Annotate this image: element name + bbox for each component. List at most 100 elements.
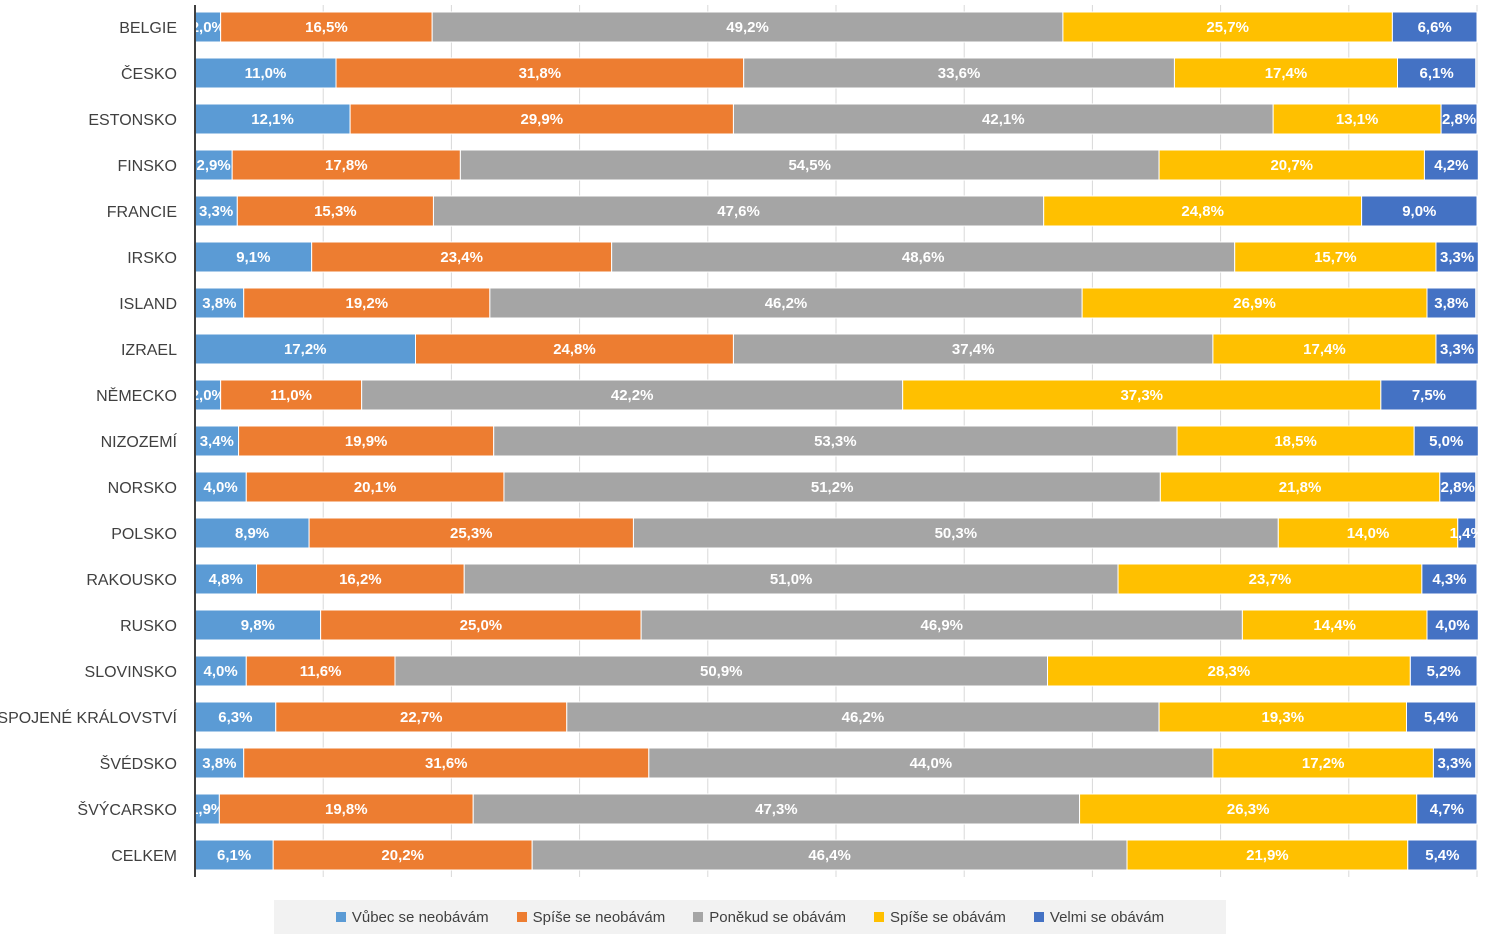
data-label: 25,3% — [450, 525, 493, 542]
bar-segment — [1440, 103, 1478, 135]
category-label: FINSKO — [117, 158, 177, 175]
data-label: 2,8% — [1442, 111, 1476, 128]
bar-segment — [194, 701, 277, 733]
data-label: 31,6% — [425, 755, 468, 772]
data-label: 42,2% — [611, 387, 654, 404]
data-label: 19,3% — [1262, 709, 1305, 726]
data-label: 23,7% — [1249, 571, 1292, 588]
legend-label: Poněkud se obávám — [709, 908, 846, 926]
bar-segment — [320, 609, 642, 641]
bar-segment — [194, 333, 417, 365]
data-label: 13,1% — [1336, 111, 1379, 128]
bars: 2,0% 16,5% 49,2% 25,7% 6,6% 11,0% 31,8% 33,6% 17… — [190, 11, 1484, 871]
data-label: 6,1% — [217, 847, 251, 864]
bar-segment — [1416, 793, 1478, 825]
bar-segment — [1158, 701, 1407, 733]
data-label: 49,2% — [726, 19, 769, 36]
data-label: 16,5% — [305, 19, 348, 36]
bar-segment — [1234, 241, 1437, 273]
data-label: 46,9% — [920, 617, 963, 634]
data-label: 42,1% — [982, 111, 1025, 128]
legend-label: Spíše se neobávám — [532, 908, 666, 926]
data-label: 4,0% — [204, 479, 238, 496]
bar-segment — [194, 563, 258, 595]
data-label: 51,2% — [811, 479, 854, 496]
bar-segment — [335, 57, 745, 89]
bar-segment — [1457, 517, 1477, 549]
data-label: 3,8% — [202, 755, 236, 772]
bar-segment — [648, 747, 1214, 779]
bar-segment — [1062, 11, 1393, 43]
bar-segment — [272, 839, 533, 871]
legend-item: Spíše se neobávám — [516, 908, 666, 926]
data-label: 1,9% — [190, 801, 224, 818]
bar-segment — [1397, 57, 1477, 89]
bar-segment — [243, 287, 491, 319]
data-label: 46,4% — [808, 847, 851, 864]
data-label: 5,0% — [1429, 433, 1463, 450]
data-label: 29,9% — [521, 111, 564, 128]
data-label: 17,2% — [1302, 755, 1345, 772]
data-label: 11,6% — [300, 663, 342, 680]
bar-segment — [194, 11, 222, 43]
data-label: 2,0% — [191, 387, 225, 404]
data-label: 4,0% — [1436, 617, 1470, 634]
category-label: RAKOUSKO — [86, 572, 177, 589]
bar-segment — [1405, 701, 1477, 733]
category-label: SPOJENÉ KRÁLOVSTVÍ — [0, 708, 178, 727]
data-label: 17,4% — [1265, 65, 1308, 82]
bar-segment — [1421, 563, 1478, 595]
data-label: 25,7% — [1206, 19, 1249, 36]
data-label: 20,7% — [1270, 157, 1313, 174]
data-label: 17,8% — [325, 157, 368, 174]
bar-segment — [432, 195, 1045, 227]
data-label: 2,9% — [196, 157, 230, 174]
data-label: 9,8% — [241, 617, 275, 634]
bar-segment — [243, 747, 650, 779]
bar-segment — [431, 11, 1064, 43]
data-label: 50,9% — [700, 663, 743, 680]
category-label: CELKEM — [111, 848, 177, 865]
legend: Vůbec se neobávám Spíše se neobávám Poněku… — [274, 900, 1226, 934]
bar-segment — [349, 103, 734, 135]
data-label: 26,9% — [1233, 295, 1276, 312]
category-label: IRSKO — [127, 250, 177, 267]
data-label: 20,1% — [354, 479, 397, 496]
legend-label: Spíše se obávám — [889, 908, 1006, 926]
data-label: 17,4% — [1303, 341, 1346, 358]
data-label: 4,8% — [209, 571, 243, 588]
data-label: 51,0% — [770, 571, 813, 588]
data-label: 17,2% — [284, 341, 327, 358]
data-label: 22,7% — [400, 709, 443, 726]
category-label: NĚMECKO — [96, 386, 177, 405]
bar-segment — [1117, 563, 1423, 595]
data-label: 47,3% — [755, 801, 798, 818]
bar-segment — [194, 425, 240, 457]
data-label: 3,3% — [1440, 341, 1474, 358]
bar-segment — [566, 701, 1160, 733]
data-label: 6,3% — [218, 709, 252, 726]
data-label: 14,0% — [1347, 525, 1390, 542]
bar-segment — [1413, 425, 1479, 457]
data-label: 15,7% — [1314, 249, 1357, 266]
bar-segment — [236, 195, 434, 227]
bar-segment — [1391, 11, 1478, 43]
bar-segment — [1047, 655, 1411, 687]
bar-segment — [1043, 195, 1363, 227]
data-label: 1,4% — [1450, 525, 1484, 542]
bar-segment — [194, 747, 245, 779]
data-label: 47,6% — [717, 203, 760, 220]
data-label: 7,5% — [1412, 387, 1446, 404]
legend-item: Poněkud se obávám — [693, 909, 846, 926]
bar-segment — [1241, 609, 1428, 641]
data-label: 4,2% — [1434, 157, 1468, 174]
category-label: ESTONSKO — [88, 112, 177, 129]
bar-segment — [1409, 655, 1478, 687]
data-label: 4,0% — [204, 663, 238, 680]
bar-segment — [194, 241, 313, 273]
bar-segment — [194, 839, 274, 871]
data-label: 11,0% — [245, 65, 287, 82]
bar-segment — [1079, 793, 1418, 825]
data-label: 3,3% — [199, 203, 233, 220]
data-label: 53,3% — [814, 433, 857, 450]
